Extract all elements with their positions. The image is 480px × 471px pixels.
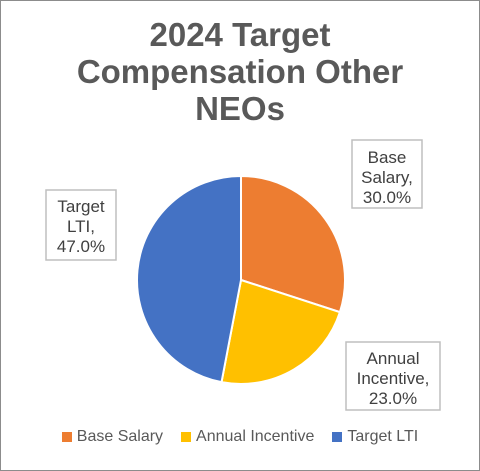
data-label-line: LTI, xyxy=(67,217,95,236)
data-label-box xyxy=(345,341,441,411)
legend-item-base-salary: Base Salary xyxy=(61,428,164,446)
data-label-line: 30.0% xyxy=(363,188,411,207)
chart-title: 2024 Target Compensation Other NEOs xyxy=(0,16,480,127)
pie-slice-target-lti xyxy=(136,174,242,384)
chart-title-line: Compensation Other xyxy=(76,53,404,90)
legend-item-target-lti: Target LTI xyxy=(332,428,418,446)
data-label-box xyxy=(45,189,117,261)
data-label-target-lti: Target LTI, 47.0% xyxy=(45,189,117,261)
data-label-line: 23.0% xyxy=(369,389,417,408)
data-label-box xyxy=(351,139,423,209)
legend-label: Annual Incentive xyxy=(196,428,315,445)
legend-label: Base Salary xyxy=(76,428,164,445)
chart-title-line: 2024 Target xyxy=(149,16,331,53)
data-label-annual-incentive: Annual Incentive, 23.0% xyxy=(345,341,441,411)
data-label-line: Base xyxy=(368,148,407,167)
data-label-line: Salary, xyxy=(361,168,413,187)
data-label-line: Target xyxy=(57,197,105,216)
pie-slice-annual-incentive xyxy=(220,278,342,385)
chart-title-line: NEOs xyxy=(195,90,285,127)
legend-item-annual-incentive: Annual Incentive xyxy=(181,428,314,446)
data-label-base-salary: Base Salary, 30.0% xyxy=(351,139,423,209)
legend-swatch xyxy=(61,432,72,442)
pie-slices xyxy=(136,174,346,385)
data-label-line: Annual xyxy=(367,349,420,368)
data-label-line: 47.0% xyxy=(57,237,105,256)
chart-legend: Base Salary Annual Incentive Target LTI xyxy=(0,428,480,446)
legend-swatch xyxy=(181,432,192,442)
legend-label: Target LTI xyxy=(347,428,419,445)
legend-swatch xyxy=(332,432,343,442)
data-label-line: Incentive, xyxy=(357,369,430,388)
pie-slice-base-salary xyxy=(240,174,346,314)
